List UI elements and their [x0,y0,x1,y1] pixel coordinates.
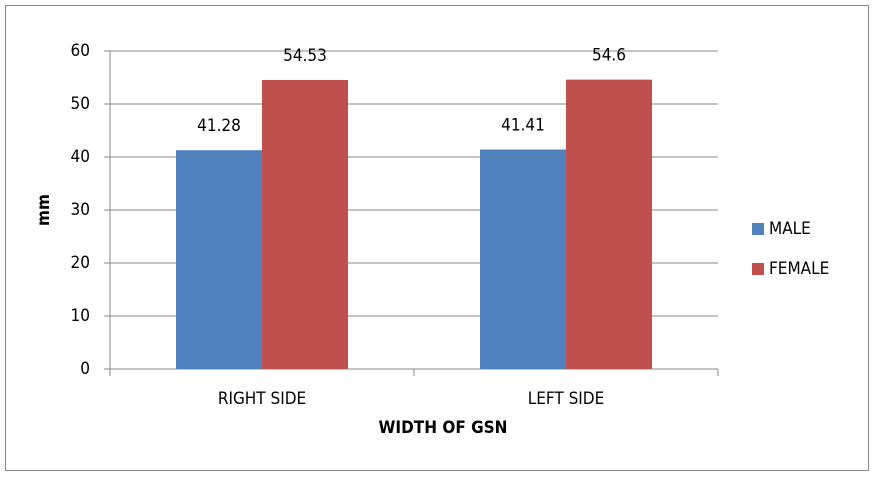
legend-label: FEMALE [769,259,829,279]
data-label: 41.41 [501,116,545,136]
x-tick-label: LEFT SIDE [528,389,605,409]
y-tick-label: 0 [80,359,90,379]
data-label: 41.28 [197,116,241,136]
bar [480,149,566,369]
bar [176,150,262,369]
y-axis-title: mm [34,194,54,226]
bar [262,79,348,369]
bar [566,79,652,370]
chart-border [5,5,869,471]
y-tick-label: 50 [71,94,90,114]
legend-swatch [752,263,764,275]
y-tick-label: 10 [71,306,90,326]
data-label: 54.6 [592,46,626,66]
legend-label: MALE [769,219,811,239]
legend-swatch [752,223,764,235]
y-tick-label: 40 [71,147,90,167]
x-tick-label: RIGHT SIDE [218,389,306,409]
y-tick-label: 60 [71,41,90,61]
y-tick-label: 20 [71,253,90,273]
y-tick-label: 30 [71,200,90,220]
data-label: 54.53 [283,46,327,66]
x-axis-title: WIDTH OF GSN [379,418,508,438]
